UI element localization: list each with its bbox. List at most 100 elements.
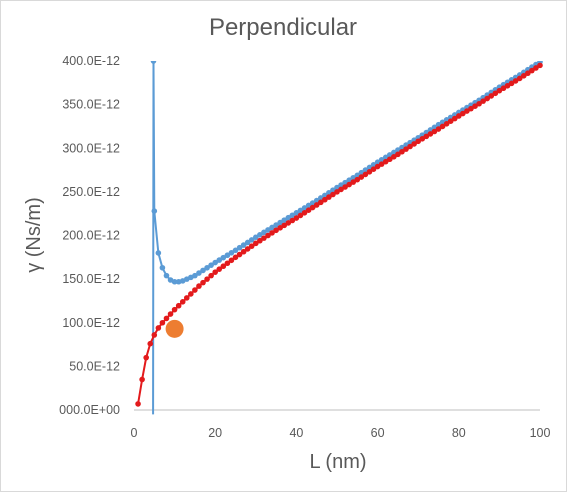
series-layer [135, 61, 543, 415]
data-point [277, 219, 283, 226]
data-point [378, 161, 385, 167]
data-point [208, 262, 214, 268]
data-point [399, 148, 405, 155]
data-point [200, 267, 206, 274]
series-3 [165, 319, 184, 338]
data-point [163, 272, 170, 279]
data-point [427, 131, 434, 137]
data-point [317, 199, 324, 206]
x-tick-label: 40 [289, 426, 303, 440]
data-point [208, 272, 214, 279]
data-point [346, 181, 352, 188]
data-point [163, 315, 170, 322]
data-point [443, 121, 450, 127]
data-point [257, 237, 263, 244]
data-point [143, 354, 149, 361]
data-point [240, 242, 247, 248]
data-point [456, 113, 462, 119]
data-point [244, 246, 251, 252]
data-point [150, 61, 157, 64]
data-point [338, 186, 344, 193]
data-point [155, 250, 162, 256]
x-axis-title: L (nm) [309, 451, 366, 473]
data-point [293, 215, 300, 221]
data-point [374, 163, 381, 170]
data-point [297, 207, 304, 214]
data-point [147, 340, 154, 347]
data-point [431, 128, 438, 135]
data-point [293, 210, 300, 216]
y-tick-label: 100.0E-12 [62, 316, 120, 330]
data-point [257, 232, 263, 238]
data-point [419, 136, 426, 142]
data-point [309, 204, 316, 211]
data-point [285, 220, 292, 226]
data-point [175, 302, 182, 309]
data-point [382, 158, 389, 165]
data-point [460, 110, 466, 117]
data-point [370, 166, 377, 172]
y-tick-label: 350.0E-12 [62, 98, 120, 112]
series-1 [150, 61, 543, 415]
data-point [525, 70, 531, 77]
data-point [423, 133, 430, 140]
data-point [476, 100, 482, 107]
data-point [330, 191, 336, 198]
data-point [350, 179, 357, 185]
data-point [204, 276, 210, 282]
data-point [261, 235, 267, 241]
data-point [151, 332, 158, 338]
data-point [261, 229, 267, 236]
data-point [504, 82, 511, 89]
data-point [188, 291, 194, 297]
data-point [301, 210, 308, 216]
data-point [468, 105, 474, 112]
data-point [236, 251, 243, 258]
x-tick-label: 20 [208, 426, 222, 440]
data-point [334, 189, 340, 195]
data-point [496, 87, 503, 94]
data-point [192, 272, 198, 279]
data-point [386, 156, 393, 163]
data-point [281, 222, 288, 229]
data-point [196, 283, 202, 289]
data-point [439, 123, 446, 130]
data-point [354, 176, 361, 183]
y-tick-label: 250.0E-12 [62, 185, 120, 199]
data-point [248, 237, 255, 243]
data-point [171, 278, 178, 285]
data-point [269, 230, 275, 236]
x-tick-label: 80 [452, 426, 466, 440]
y-tick-label: 50.0E-12 [69, 359, 120, 373]
data-point [484, 95, 491, 102]
data-point [289, 217, 296, 224]
data-point [366, 169, 373, 175]
data-point [415, 138, 422, 145]
data-point [362, 171, 369, 178]
data-point [512, 78, 519, 84]
data-point [253, 234, 259, 241]
data-point [313, 202, 320, 208]
data-point [224, 260, 231, 267]
data-point [520, 73, 527, 79]
data-point [395, 151, 401, 158]
data-point [391, 154, 397, 160]
y-tick-label: 300.0E-12 [62, 141, 120, 155]
series-2 [135, 62, 543, 407]
y-tick-label: 200.0E-12 [62, 229, 120, 243]
data-point [232, 254, 239, 261]
highlight-point [165, 319, 184, 338]
series-line [137, 64, 541, 405]
data-point [537, 62, 543, 69]
data-point [435, 126, 442, 132]
data-point [232, 247, 239, 254]
data-point [447, 118, 454, 125]
axis-ticks: 000.0E+00 50.0E-12 100.0E-12 150.0E-12 200.0… [59, 54, 550, 440]
y-tick-label: 000.0E+00 [59, 403, 120, 417]
data-point [265, 232, 271, 239]
data-point [236, 244, 243, 251]
data-point [240, 248, 247, 255]
data-point [342, 184, 348, 190]
data-point [273, 222, 279, 228]
